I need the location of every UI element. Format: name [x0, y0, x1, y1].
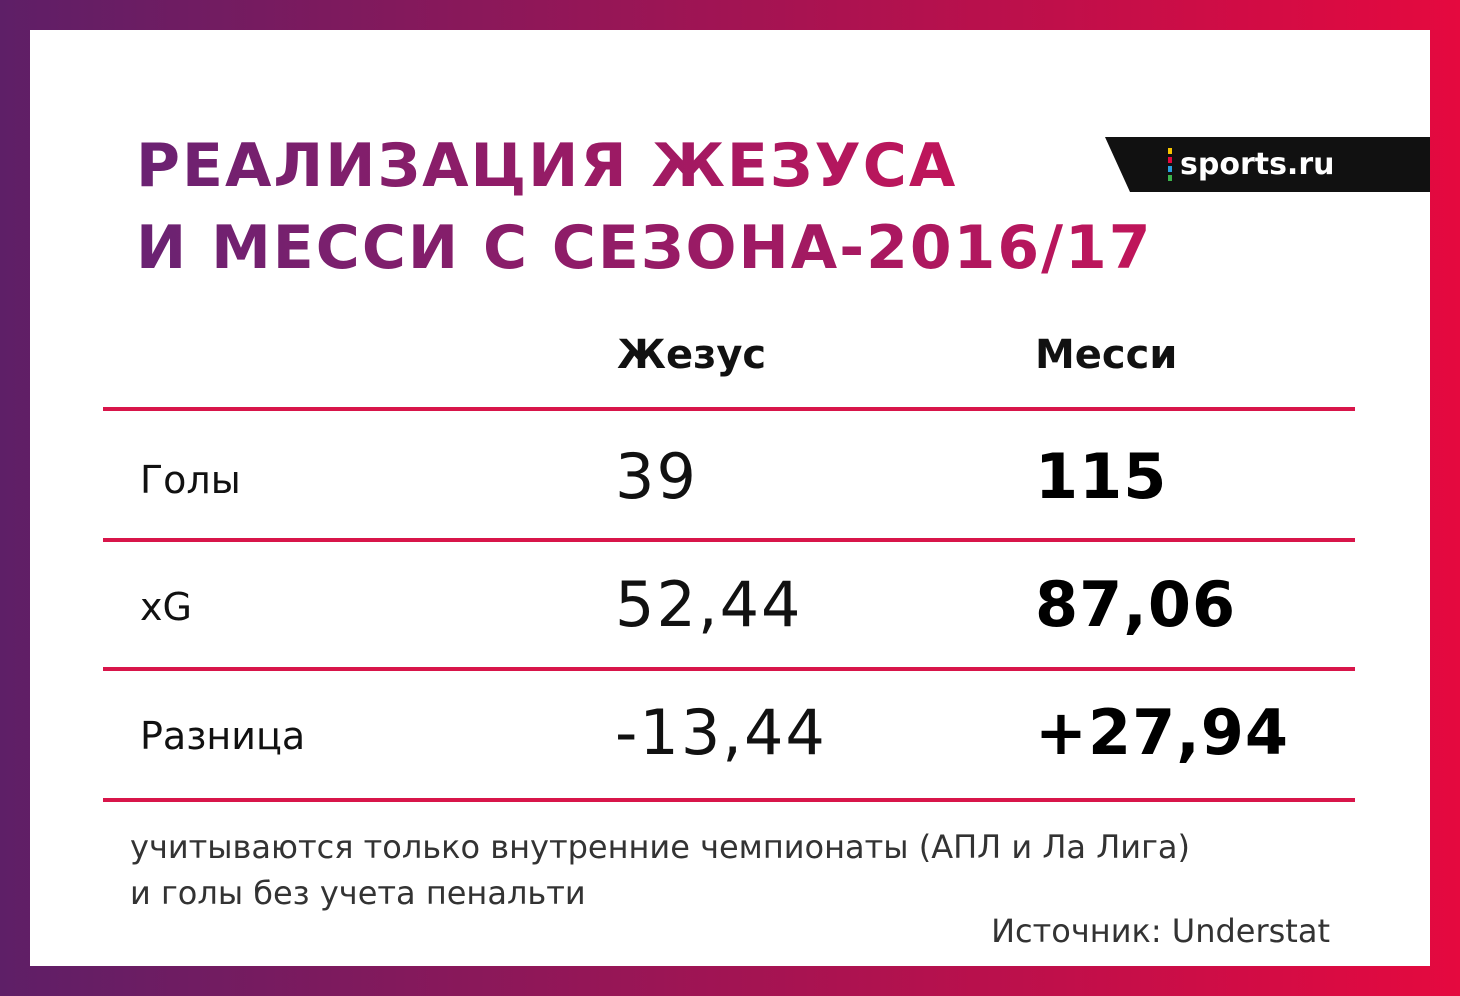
row-label: xG	[140, 585, 192, 629]
logo-dot	[1168, 175, 1172, 181]
source: Источник: Understat	[991, 912, 1330, 950]
footnote: и голы без учета пенальти	[130, 874, 586, 912]
row-dividers	[103, 407, 1355, 802]
logo-text: sports.ru	[1180, 147, 1334, 182]
cell: -13,44	[615, 696, 827, 769]
logo-dot	[1168, 157, 1172, 163]
cell: 39	[615, 440, 698, 513]
title-line: РЕАЛИЗАЦИЯ ЖЕЗУСА	[136, 131, 957, 201]
title-line: И МЕССИ С СЕЗОНА-2016/17	[136, 213, 1153, 283]
column-header: Месси	[1035, 332, 1177, 378]
logo-dot	[1168, 148, 1172, 154]
logo-badge	[1105, 137, 1430, 192]
cell: 115	[1035, 440, 1167, 513]
footnote: учитываются только внутренние чемпионаты…	[130, 828, 1190, 866]
row-label: Разница	[140, 714, 305, 758]
cell: 52,44	[615, 568, 803, 641]
cell: +27,94	[1035, 696, 1289, 769]
column-header: Жезус	[617, 332, 766, 378]
logo-dot	[1168, 166, 1172, 172]
row-label: Голы	[140, 458, 241, 502]
cell: 87,06	[1035, 568, 1236, 641]
